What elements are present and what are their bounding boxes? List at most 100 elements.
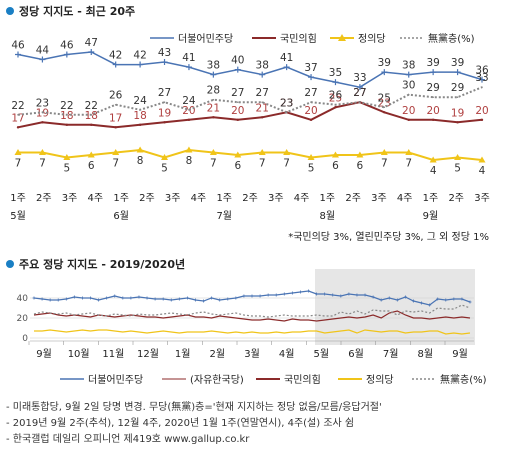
top-legend-democratic: 더불어민주당 xyxy=(178,33,233,45)
democratic-point xyxy=(63,51,70,58)
democratic-point xyxy=(112,61,119,68)
top-x-tick-label: 1주 xyxy=(113,193,129,204)
justice-data-label: 5 xyxy=(161,162,168,174)
bottom-chart-title: 주요 정당 지지도 - 2019/2020년 xyxy=(19,257,185,271)
top-x-tick-label: 1주 xyxy=(320,193,336,204)
ppp-data-label: 21 xyxy=(207,102,220,114)
democratic-point xyxy=(39,56,46,63)
bottom-x-tick-label: 9월 xyxy=(36,348,52,360)
bottom-democratic-point xyxy=(387,296,391,300)
nonpartisan-data-label: 33 xyxy=(475,72,488,84)
democratic-data-label: 37 xyxy=(304,62,317,74)
top-x-tick-label: 2주 xyxy=(36,193,52,204)
democratic-data-label: 47 xyxy=(85,37,98,49)
top-x-tick-label: 4주 xyxy=(191,193,207,204)
ppp-point xyxy=(407,118,410,122)
democratic-data-label: 46 xyxy=(60,40,74,52)
top-month-label: 8월 xyxy=(320,210,336,222)
bottom-x-tick-label: 2월 xyxy=(210,348,226,360)
bottom-democratic-point xyxy=(185,296,189,300)
ppp-point xyxy=(431,118,435,122)
bottom-democratic-point xyxy=(379,298,383,302)
democratic-data-label: 38 xyxy=(207,60,220,72)
top-x-tick-label: 3주 xyxy=(474,193,490,204)
top-legend-ppp: 국민의힘 xyxy=(280,33,317,45)
bottom-democratic-point xyxy=(411,299,415,303)
top-x-tick-label: 3주 xyxy=(371,193,387,204)
bottom-democratic-point xyxy=(113,294,117,298)
bottom-democratic-point xyxy=(32,296,36,300)
ppp-line xyxy=(17,101,483,129)
bottom-legend-ppp: 국민의힘 xyxy=(284,374,321,386)
bottom-democratic-point xyxy=(307,289,311,293)
nonpartisan-data-label: 27 xyxy=(158,87,171,99)
bottom-x-tick-label: 11월 xyxy=(102,348,124,360)
nonpartisan-point xyxy=(90,113,93,116)
democratic-data-label: 39 xyxy=(426,57,439,69)
democratic-point xyxy=(210,71,217,78)
top-x-tick-label: 1주 xyxy=(10,193,26,204)
nonpartisan-point xyxy=(432,96,434,99)
ppp-data-label: 19 xyxy=(451,107,464,119)
democratic-point xyxy=(15,51,21,58)
justice-point xyxy=(185,146,193,153)
ppp-data-label: 20 xyxy=(426,105,439,117)
top-x-tick-label: 3주 xyxy=(165,193,181,204)
justice-data-label: 7 xyxy=(381,157,388,169)
justice-point xyxy=(258,148,266,155)
nonpartisan-data-label: 27 xyxy=(231,87,244,99)
nonpartisan-data-label: 26 xyxy=(109,90,123,102)
democratic-point xyxy=(454,69,461,76)
nonpartisan-point xyxy=(285,111,288,114)
nonpartisan-data-label: 23 xyxy=(36,97,49,109)
ppp-data-label: 17 xyxy=(11,112,24,124)
nonpartisan-point xyxy=(456,96,459,99)
top-chart-title: 정당 지지도 - 최근 20주 xyxy=(19,4,135,18)
bottom-democratic-point xyxy=(355,293,359,297)
justice-point xyxy=(405,148,413,155)
bottom-democratic-point xyxy=(242,294,246,298)
ppp-data-label: 19 xyxy=(158,107,171,119)
bottom-democratic-point xyxy=(460,297,464,301)
ppp-data-label: 20 xyxy=(231,105,244,117)
ppp-point xyxy=(16,126,20,129)
bottom-democratic-point xyxy=(444,298,448,302)
footnote-line: - 미래통합당, 9월 2일 당명 변경. 무당(無黨)층='현재 지지하는 정… xyxy=(6,402,382,413)
top-x-tick-label: 3주 xyxy=(62,193,78,204)
bottom-democratic-point xyxy=(274,293,278,297)
justice-point xyxy=(38,148,46,155)
bottom-legend-lkp: (자유한국당) xyxy=(190,374,244,386)
democratic-point xyxy=(185,64,192,71)
nonpartisan-data-label: 27 xyxy=(256,87,269,99)
justice-line xyxy=(18,148,483,162)
justice-point xyxy=(331,151,339,158)
justice-point xyxy=(429,156,437,163)
ppp-data-label: 21 xyxy=(256,102,269,114)
justice-point xyxy=(136,146,144,153)
bottom-democratic-point xyxy=(347,292,351,296)
ppp-data-label: 20 xyxy=(402,105,415,117)
bottom-y-tick-label: 40 xyxy=(17,294,29,304)
justice-data-label: 6 xyxy=(357,160,364,172)
nonpartisan-point xyxy=(481,86,483,88)
bottom-x-tick-label: 12월 xyxy=(137,348,159,360)
nonpartisan-data-label: 29 xyxy=(426,82,439,94)
justice-data-label: 6 xyxy=(88,160,95,172)
bottom-x-tick-label: 3월 xyxy=(244,348,260,360)
bottom-legend-justice: 정의당 xyxy=(366,374,394,386)
justice-data-label: 4 xyxy=(430,165,437,177)
bottom-democratic-point xyxy=(161,297,165,301)
justice-data-label: 6 xyxy=(234,160,241,172)
nonpartisan-point xyxy=(212,98,215,101)
ppp-data-label: 23 xyxy=(280,97,293,109)
bottom-chart-marks xyxy=(32,289,472,335)
justice-data-label: 7 xyxy=(39,157,46,169)
ppp-point xyxy=(456,121,459,124)
justice-point xyxy=(478,156,486,163)
bottom-legend-democratic: 더불어민주당 xyxy=(88,374,143,386)
bottom-democratic-point xyxy=(129,296,133,300)
justice-point xyxy=(209,148,217,155)
top-x-tick-label: 2주 xyxy=(448,193,464,204)
justice-data-label: 8 xyxy=(137,155,144,167)
